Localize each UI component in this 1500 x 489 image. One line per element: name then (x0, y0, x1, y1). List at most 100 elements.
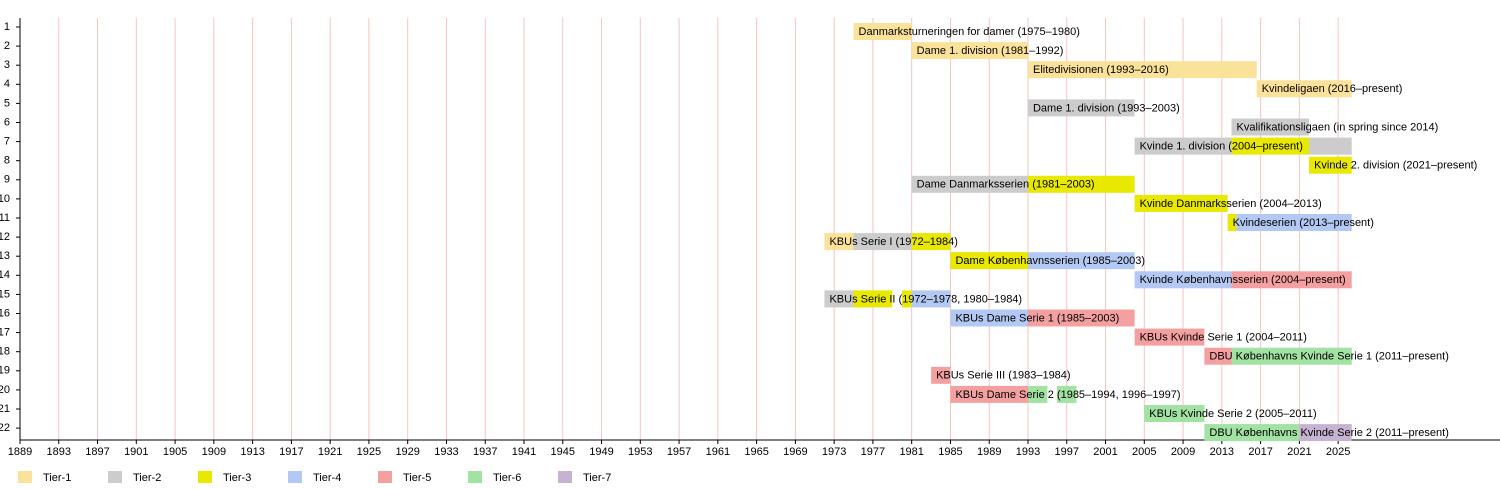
period-bar (1027, 252, 1135, 270)
legend-label: Tier-3 (223, 472, 251, 484)
period-bar (1309, 156, 1352, 174)
x-tick-label: 1917 (279, 446, 303, 458)
period-bar (853, 23, 912, 40)
x-tick-label: 2009 (1171, 446, 1195, 458)
x-tick-label: 1965 (744, 446, 768, 458)
x-tick-label: 1893 (47, 446, 71, 458)
row-number: 19 (0, 365, 10, 377)
legend-label: Tier-6 (493, 472, 521, 484)
row-label: Dame 1. division (1993–2003) (1033, 102, 1180, 114)
row-label: KBUs Kvinde Serie 2 (2005–2011) (1149, 408, 1316, 420)
row-number: 6 (4, 116, 10, 128)
period-bar (931, 366, 951, 384)
period-bar (911, 42, 1028, 60)
x-tick-label: 1953 (628, 446, 652, 458)
x-tick-label: 1993 (1016, 446, 1040, 458)
row-label: KBUs Serie I (1972–1984) (829, 236, 957, 248)
period-bar (1231, 118, 1310, 136)
period-bar (1144, 405, 1205, 422)
x-tick-label: 1981 (899, 446, 923, 458)
period-bar (1309, 137, 1352, 155)
row-number: 18 (0, 346, 10, 358)
legend-swatch (378, 471, 392, 483)
row-label: DBU Københavns Kvinde Serie 2 (2011–pres… (1209, 427, 1449, 439)
row-number: 22 (0, 422, 10, 434)
period-bar (950, 385, 1028, 403)
period-bar (950, 252, 1028, 270)
row-label: Kvinde 2. division (2021–present) (1314, 160, 1477, 172)
period-bar (950, 309, 1028, 327)
row-label: Kvindeserien (2013–present) (1233, 217, 1374, 229)
x-tick-label: 1957 (667, 446, 691, 458)
period-bar (824, 233, 854, 251)
x-tick-label: 1941 (512, 446, 536, 458)
row-label: KBUs Serie II (1972–1978, 1980–1984) (829, 293, 1022, 305)
period-bar (1299, 424, 1352, 442)
period-bar (1231, 137, 1310, 155)
row-label: KBUs Kvinde Serie 1 (2004–2011) (1140, 332, 1307, 344)
period-bar (1231, 347, 1352, 365)
x-tick-label: 1913 (240, 446, 264, 458)
row-number: 9 (4, 174, 10, 186)
x-tick-label: 2013 (1210, 446, 1234, 458)
x-tick-label: 1961 (706, 446, 730, 458)
row-label: Kvalifikationsligaen (in spring since 20… (1237, 121, 1439, 133)
x-tick-label: 1977 (861, 446, 885, 458)
period-bar (1027, 99, 1135, 117)
row-number: 16 (0, 307, 10, 319)
x-tick-label: 1921 (318, 446, 342, 458)
period-bar (1204, 347, 1232, 365)
x-tick-label: 1997 (1055, 446, 1079, 458)
legend-swatch (288, 471, 302, 483)
row-number: 10 (0, 193, 10, 205)
period-bar (1231, 271, 1352, 289)
x-tick-label: 2017 (1248, 446, 1272, 458)
legend-swatch (198, 471, 212, 483)
row-label: Kvinde 1. division (2004–present) (1140, 141, 1303, 153)
x-tick-label: 2025 (1326, 446, 1350, 458)
legend-label: Tier-7 (583, 472, 611, 484)
row-number: 2 (4, 40, 10, 52)
row-number: 20 (0, 384, 10, 396)
x-tick-label: 2001 (1093, 446, 1117, 458)
x-tick-label: 1949 (589, 446, 613, 458)
period-bar (1057, 385, 1077, 403)
period-bar (1227, 214, 1237, 231)
period-bar (911, 233, 951, 251)
row-label: Kvindeligaen (2016–present) (1262, 83, 1403, 95)
row-label: DBU Københavns Kvinde Serie 1 (2011–pres… (1209, 351, 1449, 363)
x-tick-label: 1925 (357, 446, 381, 458)
row-number: 14 (0, 269, 10, 281)
x-tick-label: 1933 (434, 446, 458, 458)
row-number: 3 (4, 59, 10, 71)
legend-label: Tier-2 (133, 472, 161, 484)
row-label: Elitedivisionen (1993–2016) (1033, 64, 1169, 76)
row-number: 15 (0, 288, 10, 300)
x-tick-label: 1889 (8, 446, 32, 458)
period-bar (853, 233, 912, 251)
x-tick-label: 1937 (473, 446, 497, 458)
x-tick-label: 1929 (395, 446, 419, 458)
x-tick-label: 1897 (85, 446, 109, 458)
row-number: 8 (4, 155, 10, 167)
x-tick-label: 1973 (822, 446, 846, 458)
row-number: 5 (4, 97, 10, 109)
row-number: 7 (4, 136, 10, 148)
period-bar (1204, 424, 1300, 442)
x-tick-label: 1989 (977, 446, 1001, 458)
period-bar (911, 290, 951, 308)
period-bar (1236, 214, 1352, 231)
x-tick-label: 1909 (202, 446, 226, 458)
period-bar (1134, 271, 1232, 289)
row-number: 11 (0, 212, 10, 224)
x-tick-label: 1985 (938, 446, 962, 458)
x-tick-label: 1905 (163, 446, 187, 458)
x-tick-label: 1945 (551, 446, 575, 458)
period-bar (853, 290, 893, 308)
x-tick-label: 1901 (124, 446, 148, 458)
row-label: KBUs Serie III (1983–1984) (936, 370, 1071, 382)
legend-label: Tier-5 (403, 472, 431, 484)
x-tick-label: 1969 (783, 446, 807, 458)
row-label: Kvinde Danmarksserien (2004–2013) (1140, 198, 1322, 210)
